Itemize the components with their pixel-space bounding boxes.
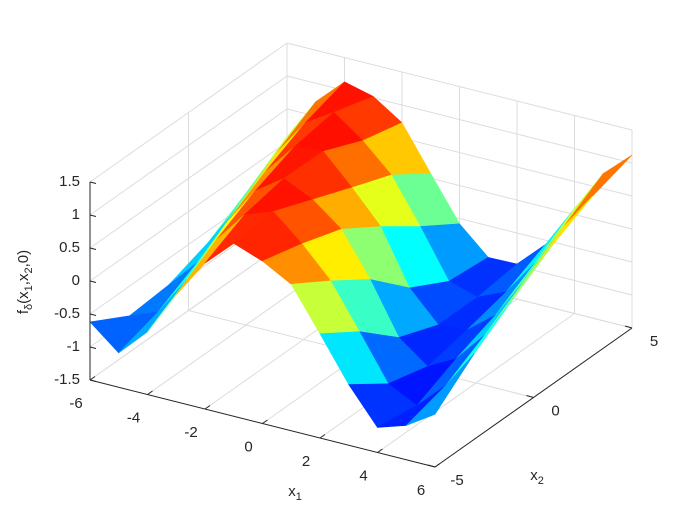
y-tick-label: 0	[551, 402, 559, 419]
label-part: ,x	[15, 273, 32, 285]
z-tick	[89, 247, 97, 250]
grid-line	[89, 75, 288, 216]
x-tick	[89, 376, 96, 381]
x-tick	[377, 448, 383, 453]
label-part: x	[288, 483, 296, 500]
label-subscript: 2	[538, 475, 544, 487]
label-part: x	[530, 467, 538, 484]
y-tick-label: -5	[450, 472, 463, 489]
surface	[89, 81, 633, 428]
y-tick	[526, 395, 534, 398]
z-tick-label: 0.5	[59, 239, 80, 256]
grid-line	[89, 42, 288, 183]
x-tick	[434, 463, 441, 468]
grid-line	[89, 141, 288, 282]
y-tick	[624, 325, 633, 329]
x-tick-label: 2	[302, 453, 310, 470]
x-tick	[262, 419, 268, 424]
x-tick	[204, 405, 211, 410]
z-tick-label: -1	[67, 338, 80, 355]
z-tick	[89, 181, 97, 184]
label-part: ,0)	[15, 250, 32, 268]
label-part: (x	[15, 291, 32, 304]
z-tick-label: 0	[72, 272, 80, 289]
surface-patch	[176, 214, 245, 296]
grid-line	[89, 240, 288, 381]
z-tick-label: 1.5	[59, 173, 80, 190]
z-tick	[89, 379, 97, 382]
label-subscript: 1	[23, 285, 35, 291]
label-subscript: 2	[23, 267, 35, 273]
y-tick	[427, 464, 436, 468]
surface-patch	[406, 353, 475, 426]
x-tick-label: -2	[184, 424, 197, 441]
x-tick-label: 4	[359, 467, 367, 484]
label-part: f	[15, 309, 32, 314]
axes-front: -6 -4 -2 0 2 4 6 -5 0 5 -1.5 -1 -0.5 0 0.5 1 1.5	[54, 173, 658, 499]
surface-patch	[89, 311, 159, 354]
x-tick-label: 6	[417, 482, 425, 499]
x-tick	[147, 390, 153, 395]
z-tick	[89, 346, 97, 349]
grid-line	[286, 42, 633, 131]
y-tick-label: 5	[650, 333, 658, 350]
x-tick	[319, 434, 326, 439]
z-tick-label: -1.5	[54, 371, 80, 388]
label-subscript: δ	[23, 304, 35, 310]
x-axis-label: x1	[288, 483, 302, 503]
label-subscript: 1	[296, 491, 302, 503]
x-tick-label: -4	[127, 409, 140, 426]
x-tick-label: 0	[244, 438, 252, 455]
z-tick-label: -0.5	[54, 305, 80, 322]
z-tick	[89, 313, 97, 316]
z-axis-label: fδ(x1,x2,0)	[15, 250, 35, 314]
x-tick-label: -6	[69, 395, 82, 412]
y-axis-label: x2	[530, 467, 544, 487]
z-tick-label: 1	[72, 206, 80, 223]
z-tick	[89, 214, 97, 217]
grid-line	[89, 108, 288, 249]
z-tick	[89, 280, 97, 283]
